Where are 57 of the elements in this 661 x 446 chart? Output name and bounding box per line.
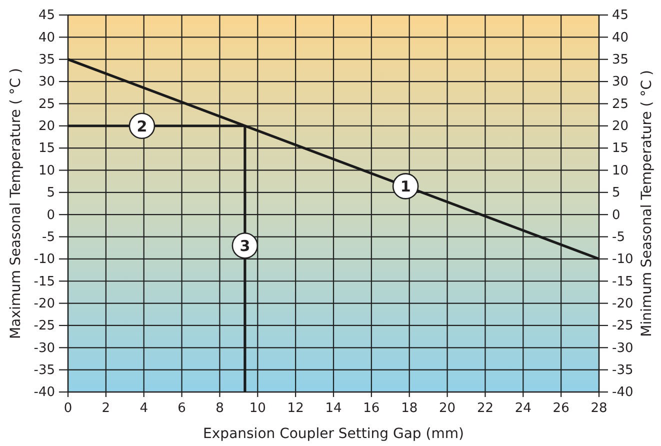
- x-tick-label: 2: [102, 401, 110, 416]
- y2-tick-label: -25: [612, 318, 634, 334]
- y2-tick-label: -30: [612, 340, 634, 356]
- y2-tick-label: 30: [612, 74, 629, 90]
- y-tick-label: 0: [46, 208, 55, 223]
- x-tick-label: 26: [552, 401, 570, 416]
- y-tick-label: 25: [38, 96, 55, 112]
- y-tick-label: 15: [38, 141, 55, 156]
- x-tick-label: 8: [216, 401, 224, 416]
- y-tick-label: -25: [34, 318, 55, 334]
- x-axis-title: Expansion Coupler Setting Gap (mm): [203, 426, 464, 442]
- y-tick-label: -5: [42, 230, 55, 245]
- y-tick-label: -35: [34, 362, 55, 378]
- x-tick-label: 28: [590, 401, 608, 416]
- y-axis-title: Maximum Seasonal Temperature ( °C ): [8, 68, 24, 339]
- y-tick-label: -15: [34, 274, 55, 290]
- y2-tick-label: -5: [612, 230, 625, 245]
- y2-tick-label: 15: [612, 141, 629, 156]
- y-tick-label: -10: [34, 252, 55, 268]
- x-tick-label: 6: [178, 401, 186, 416]
- x-tick-label: 16: [363, 401, 380, 416]
- y2-tick-label: 5: [612, 186, 620, 201]
- y-tick-label: 35: [38, 52, 55, 68]
- y-tick-label: 45: [38, 8, 55, 24]
- x-tick-label: 10: [249, 401, 266, 416]
- y2-tick-label: -40: [612, 385, 634, 400]
- y-tick-label: 5: [46, 186, 55, 201]
- y2-tick-label: -35: [612, 362, 634, 378]
- y2-tick-label: -10: [612, 252, 634, 268]
- y2-tick-label: -15: [612, 274, 634, 290]
- y-tick-label: -20: [34, 296, 55, 312]
- y-tick-label: 40: [38, 30, 55, 46]
- y2-tick-label: 40: [612, 30, 629, 46]
- y2-tick-label: 20: [612, 119, 629, 134]
- x-tick-label: 20: [439, 401, 456, 416]
- x-tick-label: 24: [514, 401, 532, 416]
- x-tick-label: 18: [401, 401, 418, 416]
- x-tick-label: 4: [140, 401, 148, 416]
- x-tick-label: 0: [64, 401, 72, 416]
- x-tick-label: 22: [476, 401, 494, 416]
- y-tick-label: 20: [38, 119, 55, 134]
- annotation: 1: [400, 178, 411, 196]
- y2-tick-label: 35: [612, 52, 629, 68]
- y-tick-label: -40: [34, 385, 55, 400]
- y-tick-label: -30: [34, 340, 55, 356]
- y2-tick-label: 10: [612, 163, 629, 178]
- annotation: 2: [136, 117, 148, 136]
- x-tick-label: 12: [287, 401, 304, 416]
- y2-tick-label: 25: [612, 96, 629, 112]
- y-tick-label: 10: [38, 163, 55, 178]
- x-tick-label: 14: [325, 401, 342, 416]
- y2-tick-label: 45: [612, 8, 629, 24]
- y-tick-label: 30: [38, 74, 55, 90]
- annotation: 3: [240, 237, 250, 256]
- y2-axis-title: Minimum Seasonal Temperature ( °C ): [639, 70, 655, 337]
- y2-tick-label: 0: [612, 208, 620, 223]
- y2-tick-label: -20: [612, 296, 634, 312]
